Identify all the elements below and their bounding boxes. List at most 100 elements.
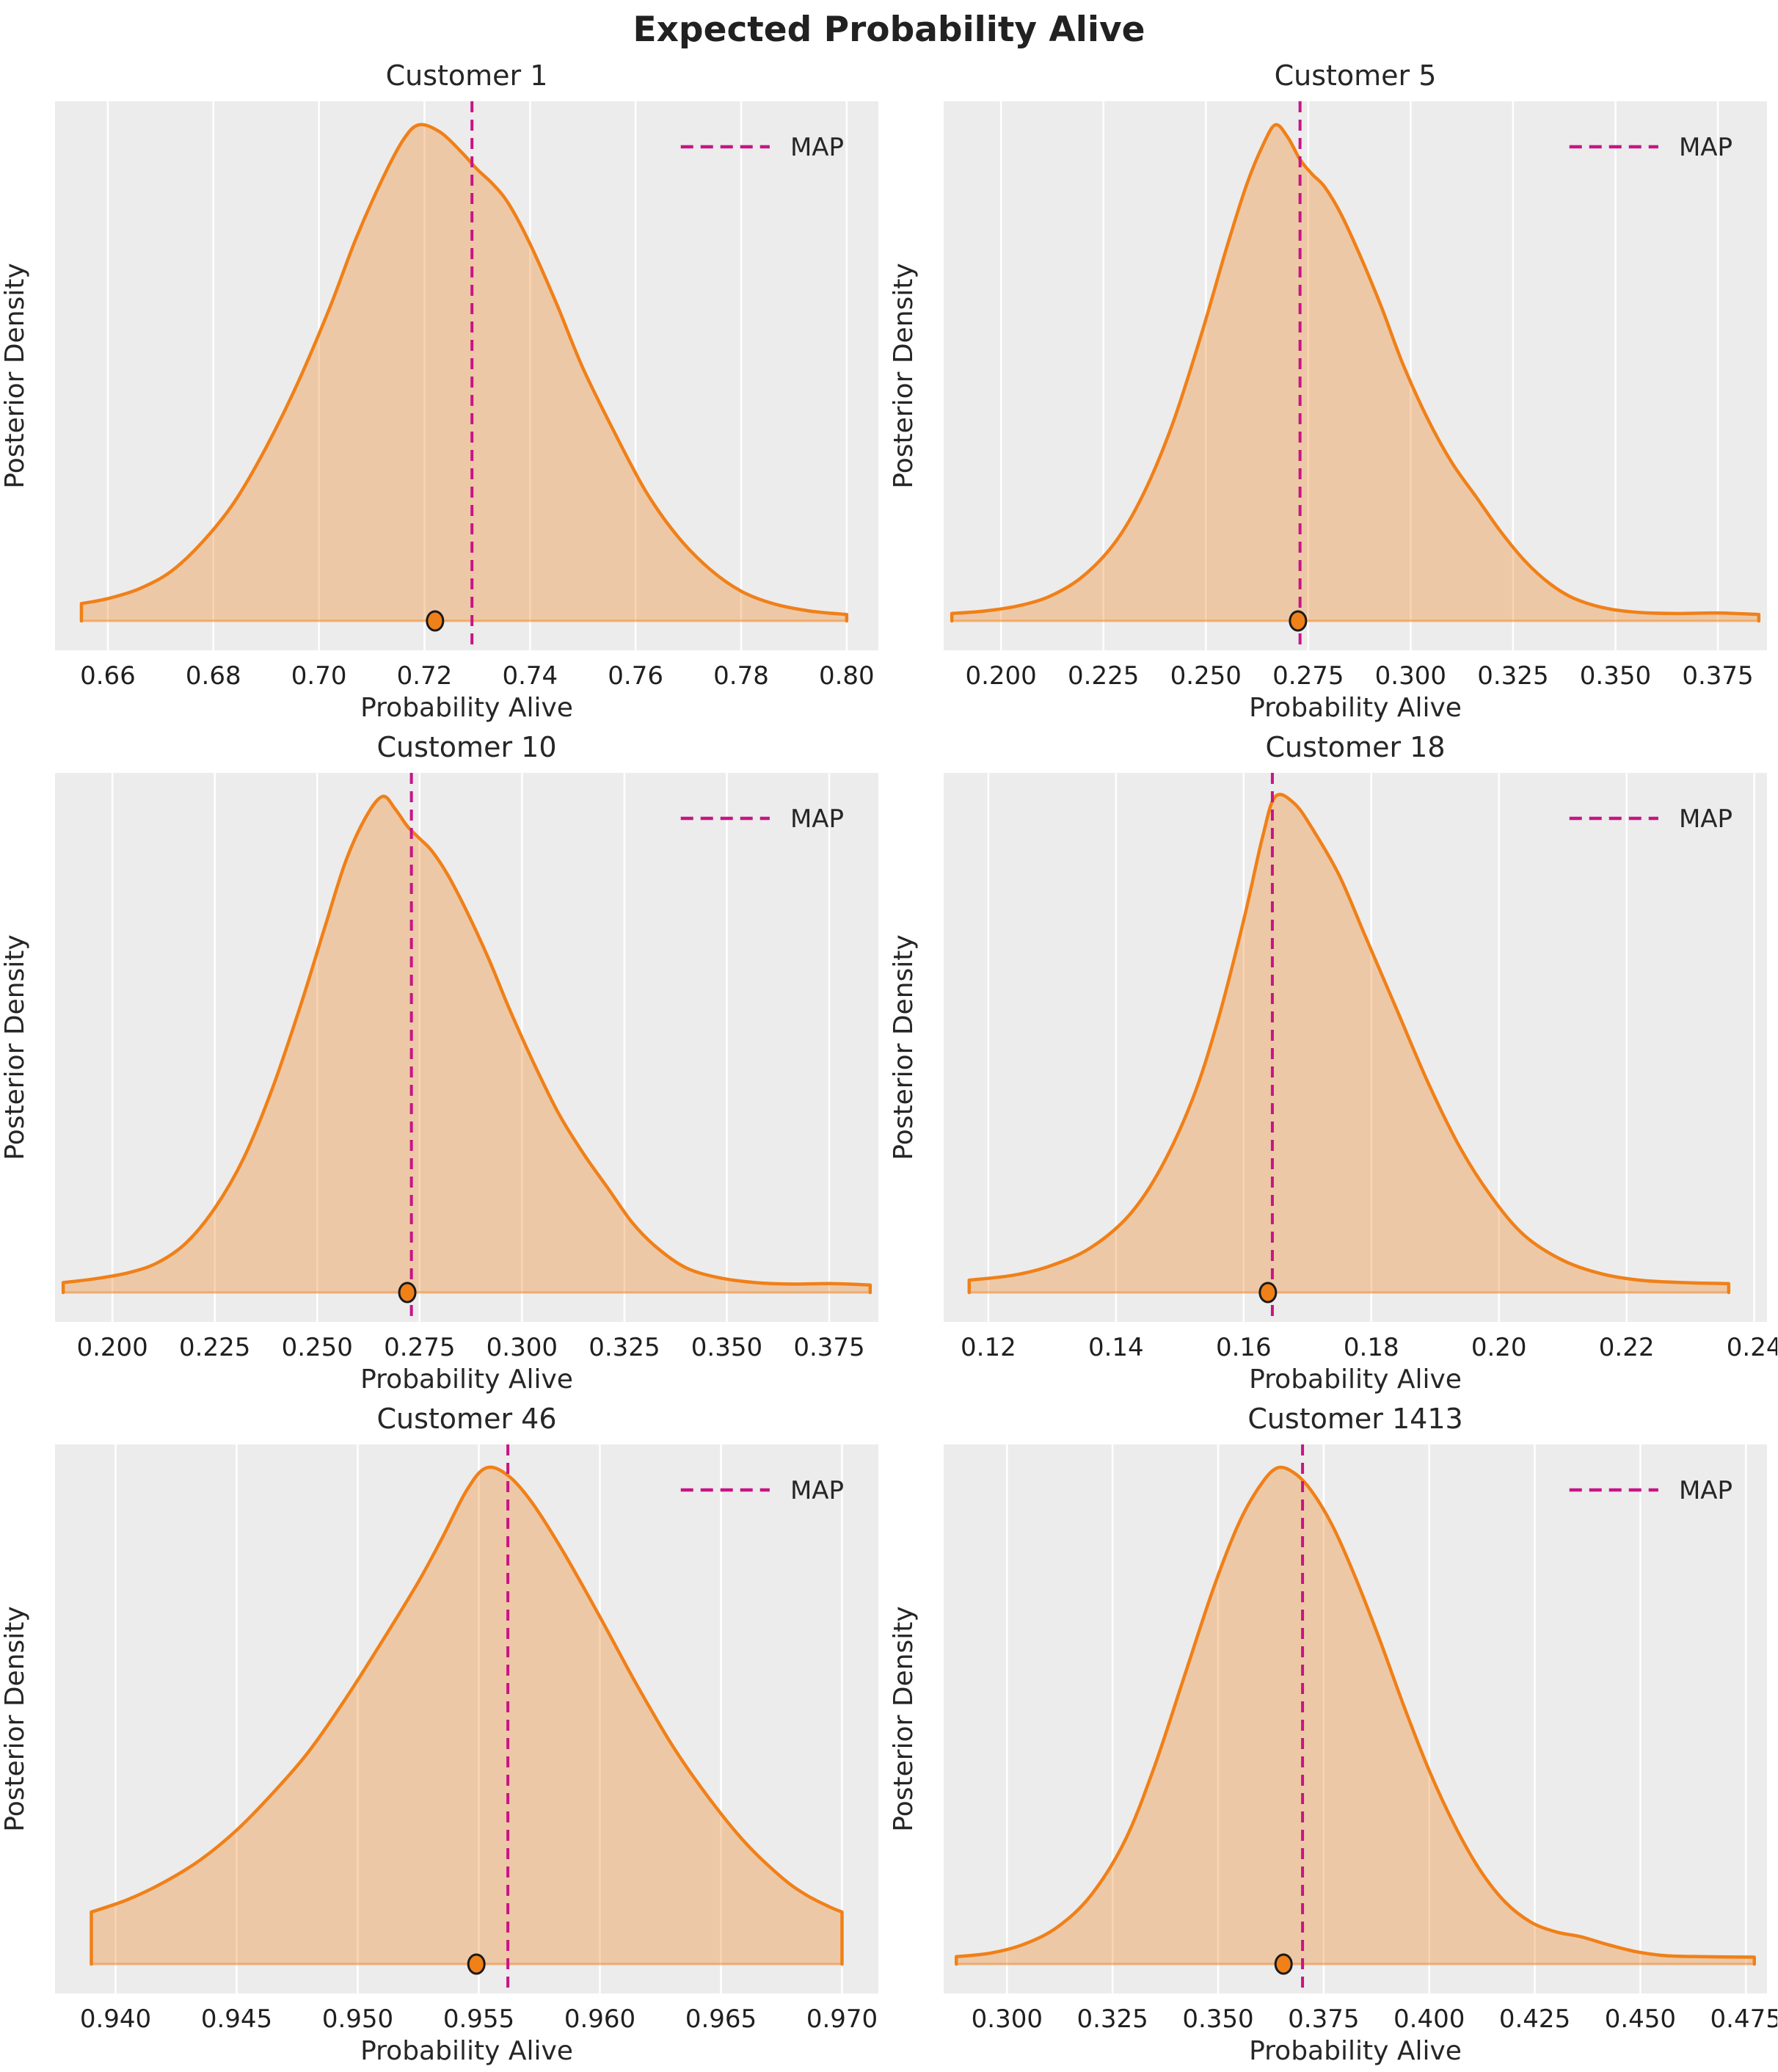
subplot-title: Customer 5 [1275, 59, 1437, 92]
x-tick-label: 0.66 [80, 661, 136, 691]
x-tick-label: 0.12 [961, 1333, 1016, 1362]
x-tick-label: 0.22 [1599, 1333, 1655, 1362]
x-tick-label: 0.350 [1182, 2004, 1253, 2034]
x-tick-label: 0.325 [1477, 661, 1548, 691]
kde-fill [63, 796, 870, 1293]
plot-canvas-customer-18: Customer 18 MAP 0.12 0.14 0.16 0.18 0.20 0.22 0.… [889, 731, 1777, 1395]
x-tick-label: 0.970 [806, 2004, 878, 2034]
x-tick-label: 0.16 [1216, 1333, 1272, 1362]
plot-canvas-customer-5: Customer 5 MAP 0.200 0.225 0.250 0.275 0.300 0.… [889, 59, 1767, 723]
x-tick-label: 0.375 [793, 1333, 864, 1362]
x-tick-label: 0.375 [1288, 2004, 1359, 2034]
kde-curve [79, 123, 849, 623]
x-tick-label: 0.450 [1605, 2004, 1676, 2034]
kde-fill [969, 794, 1729, 1293]
x-tick-label: 0.68 [186, 661, 241, 691]
legend-map-label: MAP [790, 133, 844, 162]
plot-canvas-customer-46: Customer 46 MAP 0.940 0.945 0.950 0.955 0.960 0… [0, 1403, 878, 2066]
x-tick-label: 0.200 [76, 1333, 147, 1362]
x-tick-label: 0.960 [564, 2004, 635, 2034]
subplot-title: Customer 18 [1265, 731, 1445, 763]
observation-dot [467, 1953, 486, 1975]
observation-dot [1274, 1953, 1293, 1975]
x-tick-label: 0.70 [291, 661, 347, 691]
x-tick-label: 0.72 [397, 661, 453, 691]
x-tick-label: 0.18 [1344, 1333, 1399, 1362]
y-axis-label: Posterior Density [0, 1606, 30, 1831]
x-tick-label: 0.300 [972, 2004, 1043, 2034]
observation-dot [398, 1282, 417, 1304]
y-axis-label: Posterior Density [889, 934, 919, 1160]
x-axis-label: Probability Alive [1249, 693, 1462, 723]
x-tick-label: 0.300 [1375, 661, 1446, 691]
x-tick-label: 0.225 [179, 1333, 250, 1362]
legend-map-label: MAP [1679, 804, 1733, 834]
plot-background [944, 101, 1767, 650]
x-tick-label: 0.425 [1499, 2004, 1570, 2034]
kde-curve [967, 793, 1731, 1295]
kde-fill [91, 1466, 842, 1964]
kde-curve [90, 1465, 844, 1966]
y-axis-label: Posterior Density [889, 263, 919, 488]
subplot-customer-18: Customer 18 MAP 0.12 0.14 0.16 0.18 0.20 0.22 0.… [889, 723, 1778, 1395]
x-tick-label: 0.350 [691, 1333, 762, 1362]
subplot-customer-1: Customer 1 MAP 0.66 0.68 0.70 0.72 0.74 0.76 0.7… [0, 51, 889, 723]
subplot-title: Customer 10 [376, 731, 556, 763]
legend-map-label: MAP [790, 804, 844, 834]
y-axis-label: Posterior Density [889, 1606, 919, 1831]
x-axis-label: Probability Alive [360, 2036, 573, 2066]
x-axis-label: Probability Alive [360, 1364, 573, 1395]
x-tick-label: 0.325 [1076, 2004, 1148, 2034]
plot-canvas-customer-1: Customer 1 MAP 0.66 0.68 0.70 0.72 0.74 0.76 0.7… [0, 59, 878, 723]
kde-curve [955, 1465, 1756, 1966]
x-tick-label: 0.24 [1727, 1333, 1777, 1362]
x-tick-label: 0.250 [282, 1333, 353, 1362]
x-tick-label: 0.375 [1682, 661, 1753, 691]
x-tick-label: 0.965 [685, 2004, 757, 2034]
y-axis-label: Posterior Density [0, 263, 30, 488]
x-tick-label: 0.950 [322, 2004, 393, 2034]
plot-background [55, 1444, 878, 1993]
x-tick-label: 0.225 [1068, 661, 1139, 691]
x-axis-label: Probability Alive [1249, 2036, 1462, 2066]
y-axis-label: Posterior Density [0, 934, 30, 1160]
subplot-customer-10: Customer 10 MAP 0.200 0.225 0.250 0.275 0.300 0… [0, 723, 889, 1395]
x-tick-label: 0.475 [1710, 2004, 1777, 2034]
x-tick-label: 0.275 [384, 1333, 455, 1362]
subplot-title: Customer 1 [386, 59, 548, 92]
x-axis-label: Probability Alive [360, 693, 573, 723]
x-tick-label: 0.955 [443, 2004, 514, 2034]
kde-fill [81, 124, 847, 621]
figure-title: Expected Probability Alive [633, 10, 1145, 50]
observation-dot [426, 610, 445, 632]
x-tick-label: 0.74 [502, 661, 558, 691]
x-tick-label: 0.20 [1471, 1333, 1527, 1362]
x-tick-label: 0.400 [1393, 2004, 1465, 2034]
x-tick-label: 0.250 [1170, 661, 1242, 691]
subplot-customer-5: Customer 5 MAP 0.200 0.225 0.250 0.275 0.300 0.… [889, 51, 1778, 723]
kde-curve [61, 794, 872, 1295]
plot-background [944, 773, 1767, 1322]
x-tick-label: 0.300 [487, 1333, 558, 1362]
x-tick-label: 0.14 [1088, 1333, 1144, 1362]
observation-dot [1258, 1282, 1278, 1304]
x-tick-label: 0.350 [1580, 661, 1651, 691]
plot-canvas-customer-10: Customer 10 MAP 0.200 0.225 0.250 0.275 0.300 0… [0, 731, 878, 1395]
x-tick-label: 0.76 [608, 661, 663, 691]
x-tick-label: 0.200 [965, 661, 1036, 691]
kde-curve [950, 123, 1761, 623]
x-tick-label: 0.940 [80, 2004, 151, 2034]
subplot-customer-46: Customer 46 MAP 0.940 0.945 0.950 0.955 0.960 0… [0, 1395, 889, 2066]
observation-dot [1289, 610, 1308, 632]
plot-canvas-customer-1413: Customer 1413 MAP 0.300 0.325 0.350 0.375 0.40… [889, 1403, 1777, 2066]
kde-fill [952, 124, 1759, 621]
plots-grid: Customer 1 MAP 0.66 0.68 0.70 0.72 0.74 0.76 0.7… [0, 51, 1778, 2066]
legend-map-label: MAP [790, 1476, 844, 1505]
x-axis-label: Probability Alive [1249, 1364, 1462, 1395]
x-tick-label: 0.325 [589, 1333, 660, 1362]
x-tick-label: 0.945 [201, 2004, 272, 2034]
subplot-title: Customer 1413 [1247, 1403, 1462, 1435]
legend-map-label: MAP [1679, 133, 1733, 162]
plot-background [944, 1444, 1767, 1993]
